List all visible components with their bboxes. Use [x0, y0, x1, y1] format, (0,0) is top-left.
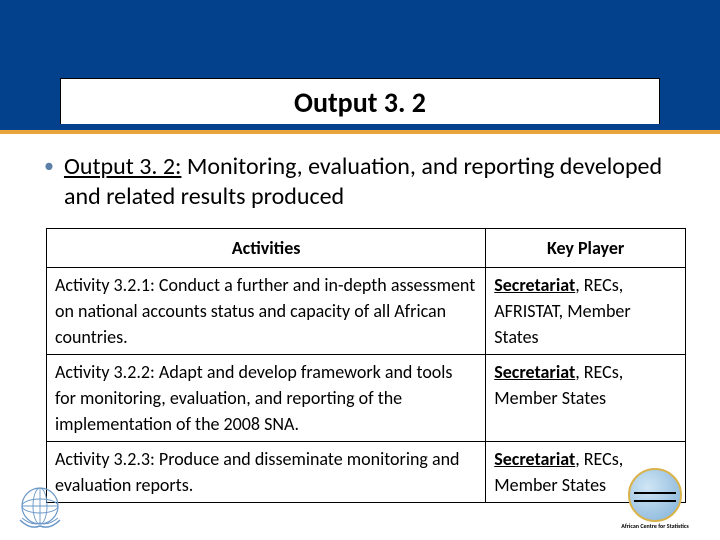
header-band: Output 3. 2	[0, 0, 720, 130]
keyplayer-lead: Secretariat	[494, 274, 575, 296]
acs-bar	[634, 492, 676, 494]
table-header-row: Activities Key Player	[47, 229, 686, 268]
cell-activity: Activity 3.2.3: Produce and disseminate …	[47, 442, 486, 503]
un-logo	[12, 482, 68, 530]
table-row: Activity 3.2.2: Adapt and develop framew…	[47, 355, 686, 442]
acs-label: African Centre for Statistics	[620, 523, 690, 530]
table-row: Activity 3.2.3: Produce and disseminate …	[47, 442, 686, 503]
keyplayer-lead: Secretariat	[494, 448, 575, 470]
table-row: Activity 3.2.1: Conduct a further and in…	[47, 268, 686, 355]
content-area: • Output 3. 2: Monitoring, evaluation, a…	[0, 130, 720, 503]
bullet-text: Output 3. 2: Monitoring, evaluation, and…	[64, 152, 690, 212]
accent-line	[0, 130, 720, 134]
col-keyplayer: Key Player	[486, 229, 686, 268]
cell-keyplayer: Secretariat, RECs, Member States	[486, 355, 686, 442]
acs-bar	[634, 500, 676, 502]
col-activities: Activities	[47, 229, 486, 268]
cell-activity: Activity 3.2.2: Adapt and develop framew…	[47, 355, 486, 442]
cell-keyplayer: Secretariat, RECs, AFRISTAT, Member Stat…	[486, 268, 686, 355]
globe-icon	[628, 468, 682, 522]
title-box: Output 3. 2	[60, 78, 660, 124]
bullet-item: • Output 3. 2: Monitoring, evaluation, a…	[44, 152, 690, 212]
bullet-icon: •	[44, 152, 54, 180]
slide-title: Output 3. 2	[294, 85, 426, 120]
activities-table: Activities Key Player Activity 3.2.1: Co…	[46, 228, 686, 503]
keyplayer-lead: Secretariat	[494, 361, 575, 383]
cell-activity: Activity 3.2.1: Conduct a further and in…	[47, 268, 486, 355]
bullet-label: Output 3. 2:	[64, 152, 181, 181]
acs-logo: African Centre for Statistics	[620, 468, 690, 532]
